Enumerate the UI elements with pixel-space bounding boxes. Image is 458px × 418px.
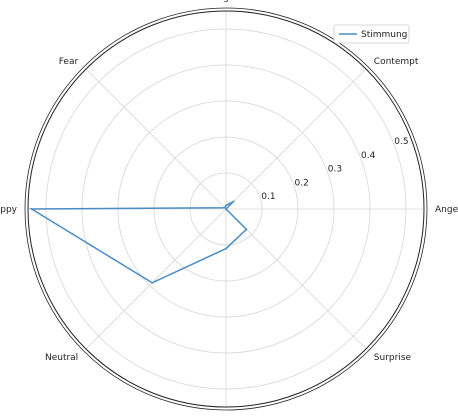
radial-tick-label: 0.3 (328, 165, 342, 175)
data-point-anger (225, 208, 227, 210)
spoke-surprise (225, 208, 367, 350)
data-point-sad (225, 247, 227, 250)
outer-frame (27, 10, 425, 408)
legend: Stimmung (333, 24, 410, 44)
radial-tick-label: 0.5 (394, 137, 408, 147)
data-point-neutral (151, 281, 154, 284)
radial-tick-label: 0.2 (295, 178, 309, 188)
spoke-contempt (225, 68, 367, 210)
outer-frame-ring (24, 7, 428, 411)
series-line-0 (28, 200, 248, 284)
category-label-disgust: Disgust (209, 0, 243, 3)
data-point-contempt (232, 200, 235, 203)
series-layer (28, 200, 248, 284)
radial-tick-label: 0.1 (261, 192, 275, 202)
frame-layer (24, 7, 428, 411)
legend-box (333, 24, 410, 44)
category-label-anger: Anger (435, 205, 458, 215)
category-label-happy: Happy (0, 205, 18, 215)
tick-layer: 0.1 0.2 0.3 0.4 0.5 (261, 137, 408, 202)
data-point-surprise (245, 228, 248, 231)
data-point-disgust (225, 204, 227, 207)
data-point-fear (223, 206, 226, 209)
category-label-fear: Fear (59, 57, 79, 67)
category-label-surprise: Surprise (374, 353, 412, 363)
spoke-neutral (85, 208, 227, 350)
data-point-happy (30, 208, 33, 210)
radial-tick-label: 0.4 (361, 151, 376, 161)
spoke-fear (85, 68, 227, 210)
category-label-contempt: Contempt (374, 57, 419, 67)
category-label-neutral: Neutral (45, 353, 78, 363)
legend-label: Stimmung (361, 30, 407, 40)
